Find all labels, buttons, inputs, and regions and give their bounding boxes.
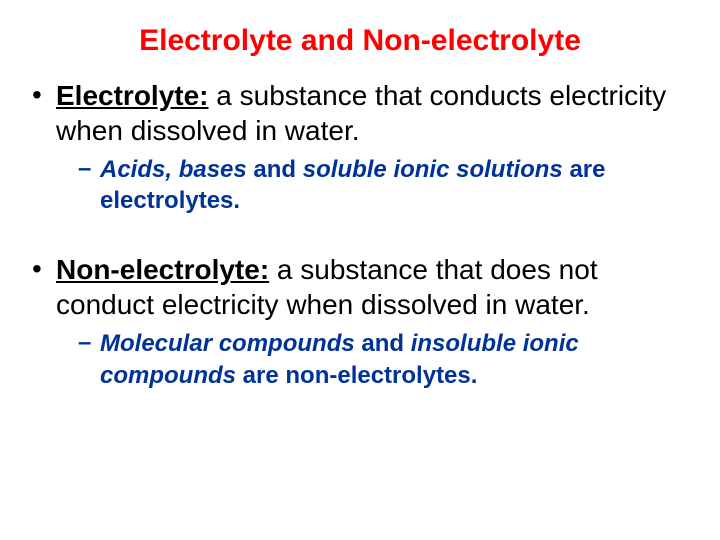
term-electrolyte: Electrolyte: [56,80,209,111]
subbullet-marker: – [78,154,100,216]
bullet-marker: • [30,78,56,148]
sub-plain-tail: are non-electrolytes. [236,362,477,389]
sub-plain-mid: and [247,156,303,183]
term-nonelectrolyte: Non-electrolyte: [56,254,269,285]
sub-italic-lead: Acids, bases [100,156,247,183]
subbullet-electrolyte: – Acids, bases and soluble ionic solutio… [78,154,690,216]
bullet-electrolyte: • Electrolyte: a substance that conducts… [30,78,690,148]
slide-title: Electrolyte and Non-electrolyte [30,24,690,58]
slide: Electrolyte and Non-electrolyte • Electr… [0,0,720,540]
subbullet-text: Molecular compounds and insoluble ionic … [100,328,690,390]
bullet-nonelectrolyte: • Non-electrolyte: a substance that does… [30,252,690,322]
sub-italic-mid: soluble ionic solutions [303,156,563,183]
subbullet-marker: – [78,328,100,390]
subbullet-text: Acids, bases and soluble ionic solutions… [100,154,690,216]
sub-plain-mid: and [355,330,411,357]
bullet-marker: • [30,252,56,322]
bullet-text: Electrolyte: a substance that conducts e… [56,78,690,148]
bullet-text: Non-electrolyte: a substance that does n… [56,252,690,322]
subbullet-nonelectrolyte: – Molecular compounds and insoluble ioni… [78,328,690,390]
sub-italic-lead: Molecular compounds [100,330,355,357]
spacer [30,226,690,252]
